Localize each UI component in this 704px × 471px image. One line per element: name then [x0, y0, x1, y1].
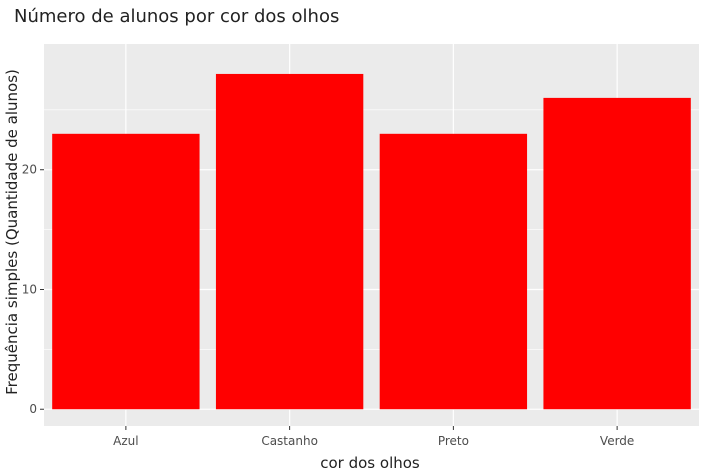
bar-castanho — [215, 73, 364, 410]
x-tick-label: Verde — [600, 434, 634, 448]
y-axis: 0 10 20 — [22, 163, 44, 416]
bar-preto — [379, 133, 528, 410]
x-tick-label: Preto — [438, 434, 469, 448]
chart-title: Número de alunos por cor dos olhos — [14, 6, 339, 27]
x-axis: Azul Castanho Preto Verde — [113, 426, 634, 448]
bars — [52, 73, 691, 410]
y-axis-title: Frequência simples (Quantidade de alunos… — [3, 69, 21, 395]
bar-verde — [543, 97, 691, 410]
x-axis-title: cor dos olhos — [320, 454, 420, 471]
x-tick-label: Azul — [113, 434, 138, 448]
y-tick-label: 10 — [22, 282, 37, 296]
bar-azul — [52, 133, 200, 410]
y-tick-label: 20 — [22, 163, 37, 177]
y-tick-label: 0 — [29, 402, 37, 416]
x-tick-label: Castanho — [261, 434, 318, 448]
